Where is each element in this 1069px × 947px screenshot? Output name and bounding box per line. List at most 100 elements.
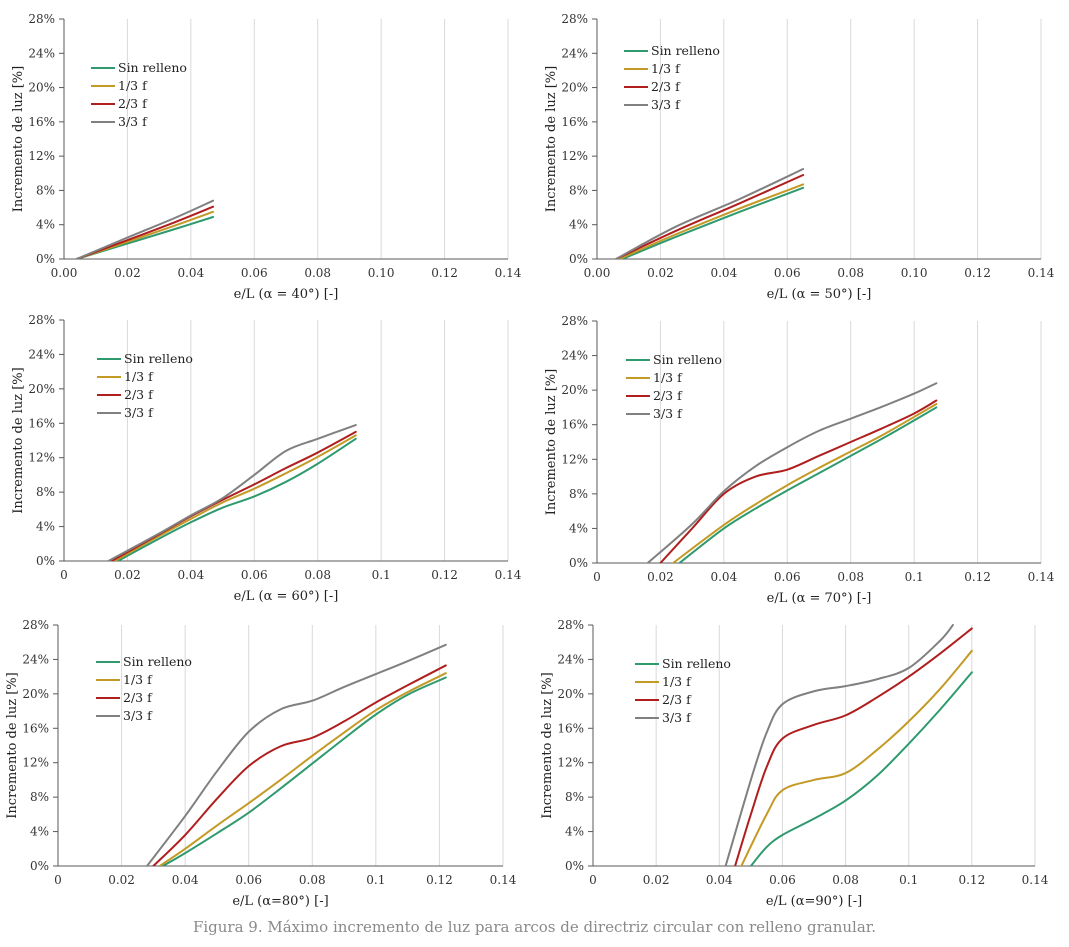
legend: Sin relleno 1/3 f 2/3 f 3/3 f: [96, 654, 192, 723]
x-tick-label: 0.02: [114, 568, 141, 582]
legend-label: 2/3 f: [662, 692, 692, 707]
x-tick-label: 0.02: [114, 266, 141, 280]
series-line-3: [75, 205, 215, 259]
legend: Sin relleno 1/3 f 2/3 f 3/3 f: [626, 352, 722, 421]
x-tick-label: 0.08: [304, 568, 331, 582]
x-tick-label: 0.04: [710, 266, 737, 280]
y-tick-label: 0%: [569, 252, 588, 266]
x-tick-label: 0: [589, 873, 597, 887]
chart-panel-5: 0 0.02 0.04 0.06 0.08 0.1 0.12 0.14 0% 4% 8% 12% 16%…: [5, 618, 517, 909]
chart-panel-6: 0 0.02 0.04 0.06 0.08 0.1 0.12 0.14 0% 4% 8% 12% 16%…: [540, 618, 1049, 909]
y-tick-label: 24%: [22, 652, 49, 666]
x-tick-label: 0.02: [108, 873, 135, 887]
y-axis-label: Incremento de luz [%]: [544, 66, 559, 212]
legend-label: Sin relleno: [651, 43, 720, 58]
y-tick-label: 16%: [561, 418, 588, 432]
series-line-1: [116, 437, 357, 561]
x-tick-label: 0.08: [837, 266, 864, 280]
legend: Sin relleno 1/3 f 2/3 f 3/3 f: [97, 351, 193, 420]
x-tick-label: 0.14: [1028, 266, 1055, 280]
chart-panel-4: 0 0.02 0.04 0.06 0.08 0.1 0.12 0.14 0% 4% 8% 12% 16%…: [544, 314, 1055, 606]
y-tick-label: 4%: [565, 825, 584, 839]
series-line-1: [621, 186, 805, 259]
legend-label: 2/3 f: [124, 387, 154, 402]
legend-label: 2/3 f: [653, 388, 683, 403]
y-tick-label: 20%: [22, 687, 49, 701]
y-tick-label: 0%: [36, 554, 55, 568]
x-tick-label: 0.08: [837, 570, 864, 584]
x-tick-label: 0.00: [584, 266, 611, 280]
x-tick-label: 0.02: [647, 570, 674, 584]
y-tick-label: 0%: [569, 556, 588, 570]
x-tick-label: 0.10: [901, 266, 928, 280]
x-tick-label: 0.1: [366, 873, 385, 887]
series-line-2: [113, 434, 357, 561]
x-tick-label: 0.12: [426, 873, 453, 887]
x-tick-label: 0.14: [495, 568, 522, 582]
series-line-3: [734, 627, 973, 866]
series-line-4: [146, 643, 447, 866]
y-tick-label: 4%: [36, 520, 55, 534]
x-axis-label: e/L (α=90°) [-]: [766, 894, 862, 909]
x-tick-label: 0.10: [368, 266, 395, 280]
x-tick-label: 0: [54, 873, 62, 887]
x-tick-label: 0.1: [899, 873, 918, 887]
x-axis-label: e/L (α = 40°) [-]: [234, 287, 339, 302]
legend-label: 2/3 f: [651, 79, 681, 94]
x-tick-label: 0.04: [177, 266, 204, 280]
y-tick-label: 28%: [22, 618, 49, 632]
x-tick-label: 0.06: [774, 570, 801, 584]
y-tick-label: 24%: [561, 46, 588, 60]
legend-label: Sin relleno: [653, 352, 722, 367]
series-line-1: [749, 671, 973, 866]
y-tick-label: 16%: [22, 721, 49, 735]
y-tick-label: 12%: [557, 756, 584, 770]
x-tick-label: 0.06: [235, 873, 262, 887]
series-line-2: [158, 672, 447, 866]
x-tick-label: 0.12: [958, 873, 985, 887]
legend-label: 2/3 f: [118, 96, 148, 111]
legend-label: 2/3 f: [123, 690, 153, 705]
y-tick-label: 8%: [36, 183, 55, 197]
x-tick-label: 0.08: [299, 873, 326, 887]
y-axis-label: Incremento de luz [%]: [5, 672, 20, 818]
y-axis-label: Incremento de luz [%]: [544, 369, 559, 515]
chart-panel-3: 0 0.02 0.04 0.06 0.08 0.1 0.12 0.14 0% 4% 8% 12% 16%…: [11, 313, 522, 604]
legend-label: 1/3 f: [124, 369, 154, 384]
y-tick-label: 8%: [569, 487, 588, 501]
y-tick-label: 20%: [28, 81, 55, 95]
figure-caption: Figura 9. Máximo incremento de luz para …: [192, 918, 877, 936]
x-axis-label: e/L (α = 50°) [-]: [767, 287, 872, 302]
legend-label: 1/3 f: [651, 61, 681, 76]
y-tick-label: 12%: [28, 451, 55, 465]
series-line-4: [107, 424, 357, 561]
x-tick-label: 0.02: [647, 266, 674, 280]
x-tick-label: 0.12: [964, 570, 991, 584]
y-tick-label: 28%: [28, 313, 55, 327]
y-axis-label: Incremento de luz [%]: [11, 66, 26, 212]
legend-label: 1/3 f: [653, 370, 683, 385]
x-tick-label: 0.14: [1022, 873, 1049, 887]
y-tick-label: 24%: [561, 349, 588, 363]
series-line-1: [678, 406, 938, 563]
x-tick-label: 0.02: [643, 873, 670, 887]
legend-label: 3/3 f: [662, 710, 692, 725]
chart-panel-2: 0.00 0.02 0.04 0.06 0.08 0.10 0.12 0.14 0% 4% 8% 12…: [544, 12, 1055, 302]
series-line-2: [672, 402, 938, 563]
x-tick-label: 0.08: [832, 873, 859, 887]
legend-label: 3/3 f: [653, 406, 683, 421]
legend-label: 3/3 f: [124, 405, 154, 420]
y-tick-label: 20%: [557, 687, 584, 701]
legend: Sin relleno 1/3 f 2/3 f 3/3 f: [624, 43, 720, 112]
y-tick-label: 28%: [28, 12, 55, 26]
y-tick-label: 8%: [36, 485, 55, 499]
series-line-2: [740, 649, 973, 866]
y-tick-label: 16%: [28, 115, 55, 129]
x-tick-label: 0.04: [177, 568, 204, 582]
x-tick-label: 0.12: [431, 266, 458, 280]
series-line-3: [152, 664, 447, 866]
y-tick-label: 12%: [28, 149, 55, 163]
x-axis-label: e/L (α = 70°) [-]: [767, 591, 872, 606]
x-tick-label: 0: [593, 570, 601, 584]
